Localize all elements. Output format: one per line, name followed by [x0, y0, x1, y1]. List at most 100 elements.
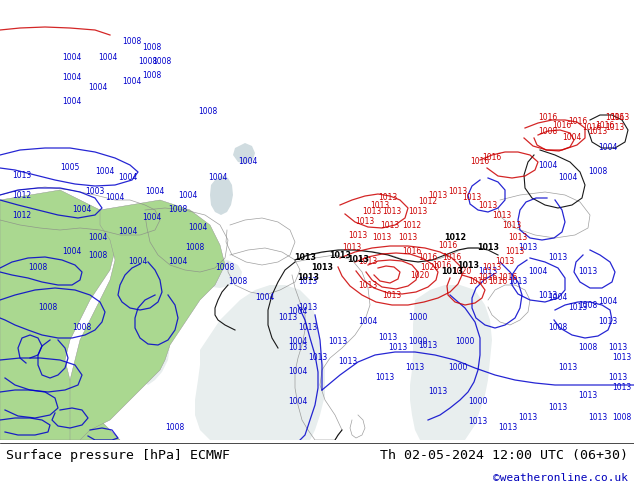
Text: 1000: 1000	[408, 338, 428, 346]
Text: 1000: 1000	[455, 338, 475, 346]
Text: 1004: 1004	[598, 297, 618, 307]
Text: 1013: 1013	[372, 234, 392, 243]
Text: 1013: 1013	[609, 373, 628, 383]
Text: 1013: 1013	[479, 268, 498, 276]
Text: 1013: 1013	[495, 258, 515, 267]
Text: 1004: 1004	[528, 268, 548, 276]
Text: 1016: 1016	[432, 261, 451, 270]
Text: 1013: 1013	[559, 364, 578, 372]
Text: 1016: 1016	[438, 241, 458, 249]
Text: 1000: 1000	[469, 397, 488, 407]
Text: 1013: 1013	[348, 230, 368, 240]
Text: 1004: 1004	[559, 173, 578, 182]
Text: 1016: 1016	[595, 121, 614, 129]
Text: 1008: 1008	[39, 303, 58, 313]
Text: 1012: 1012	[403, 220, 422, 229]
Text: 1013: 1013	[288, 343, 307, 352]
Text: 1013: 1013	[405, 364, 425, 372]
Text: 1013: 1013	[378, 194, 398, 202]
Text: 1004: 1004	[288, 338, 307, 346]
Text: 1013: 1013	[457, 261, 479, 270]
Text: 1013: 1013	[605, 123, 624, 132]
Text: 1013: 1013	[418, 341, 437, 349]
Text: 1013: 1013	[328, 338, 347, 346]
Text: 1016: 1016	[538, 114, 558, 122]
Text: 1020: 1020	[420, 264, 439, 272]
Text: 1004: 1004	[122, 77, 141, 87]
Text: 1008: 1008	[588, 168, 607, 176]
Text: 1013: 1013	[469, 417, 488, 426]
Polygon shape	[195, 285, 325, 440]
Text: 1008: 1008	[122, 38, 141, 47]
Text: 1016: 1016	[469, 277, 488, 287]
Text: 1016: 1016	[479, 273, 498, 283]
Text: 1013: 1013	[356, 218, 375, 226]
Text: 1013: 1013	[297, 273, 319, 283]
Text: 1013: 1013	[378, 334, 398, 343]
Text: 1004: 1004	[188, 223, 208, 232]
Text: 1004: 1004	[538, 161, 558, 170]
Text: 1016: 1016	[418, 253, 437, 263]
Text: 1004: 1004	[238, 157, 257, 167]
Text: 1008: 1008	[216, 264, 235, 272]
Text: 1004: 1004	[62, 247, 82, 256]
Polygon shape	[70, 200, 225, 440]
Text: 1004: 1004	[548, 294, 567, 302]
Text: 1013: 1013	[278, 314, 297, 322]
Text: 1012: 1012	[13, 191, 32, 199]
Text: 1004: 1004	[168, 258, 188, 267]
Text: 1008: 1008	[72, 323, 92, 333]
Text: 1013: 1013	[398, 234, 418, 243]
Text: 1013: 1013	[358, 258, 378, 267]
Text: 1004: 1004	[62, 53, 82, 63]
Text: 1013: 1013	[588, 414, 607, 422]
Text: 1013: 1013	[498, 423, 517, 433]
Text: 1013: 1013	[493, 211, 512, 220]
Text: 1013: 1013	[479, 200, 498, 210]
Text: 1013: 1013	[339, 358, 358, 367]
Polygon shape	[410, 285, 492, 440]
Text: 1008: 1008	[198, 107, 217, 117]
Text: 1013: 1013	[13, 171, 32, 179]
Text: 1004: 1004	[145, 188, 165, 196]
Text: 1008: 1008	[578, 343, 598, 352]
Text: 1013: 1013	[408, 207, 427, 217]
Text: 1013: 1013	[308, 353, 328, 363]
Text: 1013: 1013	[429, 388, 448, 396]
Polygon shape	[0, 260, 95, 295]
Text: 1013: 1013	[578, 268, 598, 276]
Text: 1004: 1004	[72, 205, 92, 215]
Text: 1013: 1013	[363, 207, 382, 217]
Text: 1008: 1008	[612, 414, 631, 422]
Text: 1013: 1013	[382, 207, 401, 217]
Text: 1008: 1008	[165, 423, 184, 433]
Text: 1016: 1016	[488, 277, 508, 287]
Text: 1004: 1004	[98, 53, 118, 63]
Text: 1013: 1013	[578, 391, 598, 399]
Text: 1016: 1016	[568, 118, 588, 126]
Polygon shape	[136, 300, 170, 385]
Text: 1013: 1013	[609, 343, 628, 352]
Text: 1004: 1004	[288, 368, 307, 376]
Text: 1016: 1016	[583, 123, 602, 132]
Text: 1004: 1004	[178, 191, 198, 199]
Text: 1004: 1004	[562, 133, 581, 143]
Text: 1013: 1013	[441, 268, 463, 276]
Text: 1012: 1012	[444, 234, 466, 243]
Text: 1008: 1008	[152, 57, 172, 67]
Text: 1013: 1013	[611, 114, 630, 122]
Text: 1013: 1013	[389, 343, 408, 352]
Text: 1013: 1013	[299, 323, 318, 333]
Text: 1013: 1013	[370, 200, 390, 210]
Text: 1016: 1016	[470, 157, 489, 167]
Text: 1013: 1013	[294, 253, 316, 263]
Text: Th 02-05-2024 12:00 UTC (06+30): Th 02-05-2024 12:00 UTC (06+30)	[380, 448, 628, 462]
Text: 1013: 1013	[358, 280, 378, 290]
Text: 1013: 1013	[568, 303, 588, 313]
Text: 1016: 1016	[443, 253, 462, 263]
Text: 1008: 1008	[185, 244, 205, 252]
Text: 1012: 1012	[13, 211, 32, 220]
Text: 1020: 1020	[453, 268, 472, 276]
Text: 1013: 1013	[448, 188, 468, 196]
Text: 1013: 1013	[612, 353, 631, 363]
